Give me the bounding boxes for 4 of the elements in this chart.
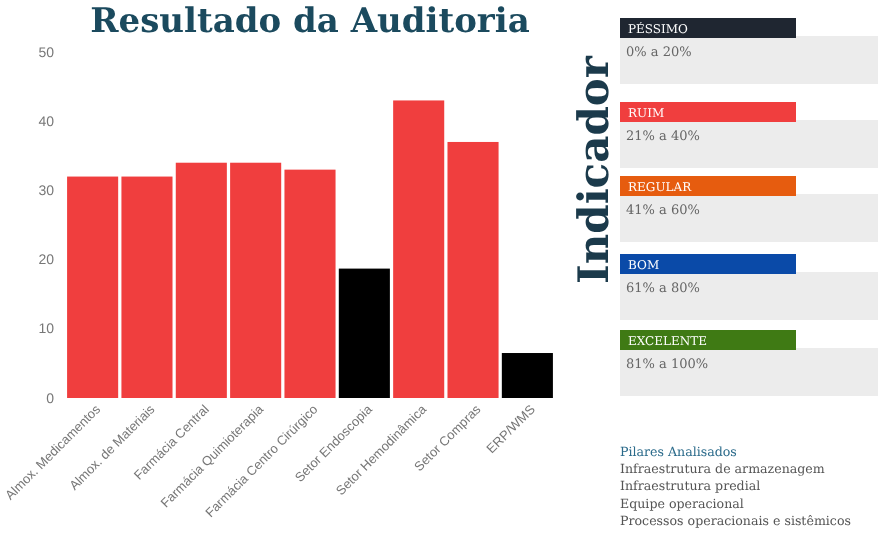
- text: Indicador: [568, 54, 618, 284]
- chart-title: Resultado da Auditoria: [90, 2, 530, 42]
- bar: [338, 268, 390, 398]
- bar: [501, 353, 553, 398]
